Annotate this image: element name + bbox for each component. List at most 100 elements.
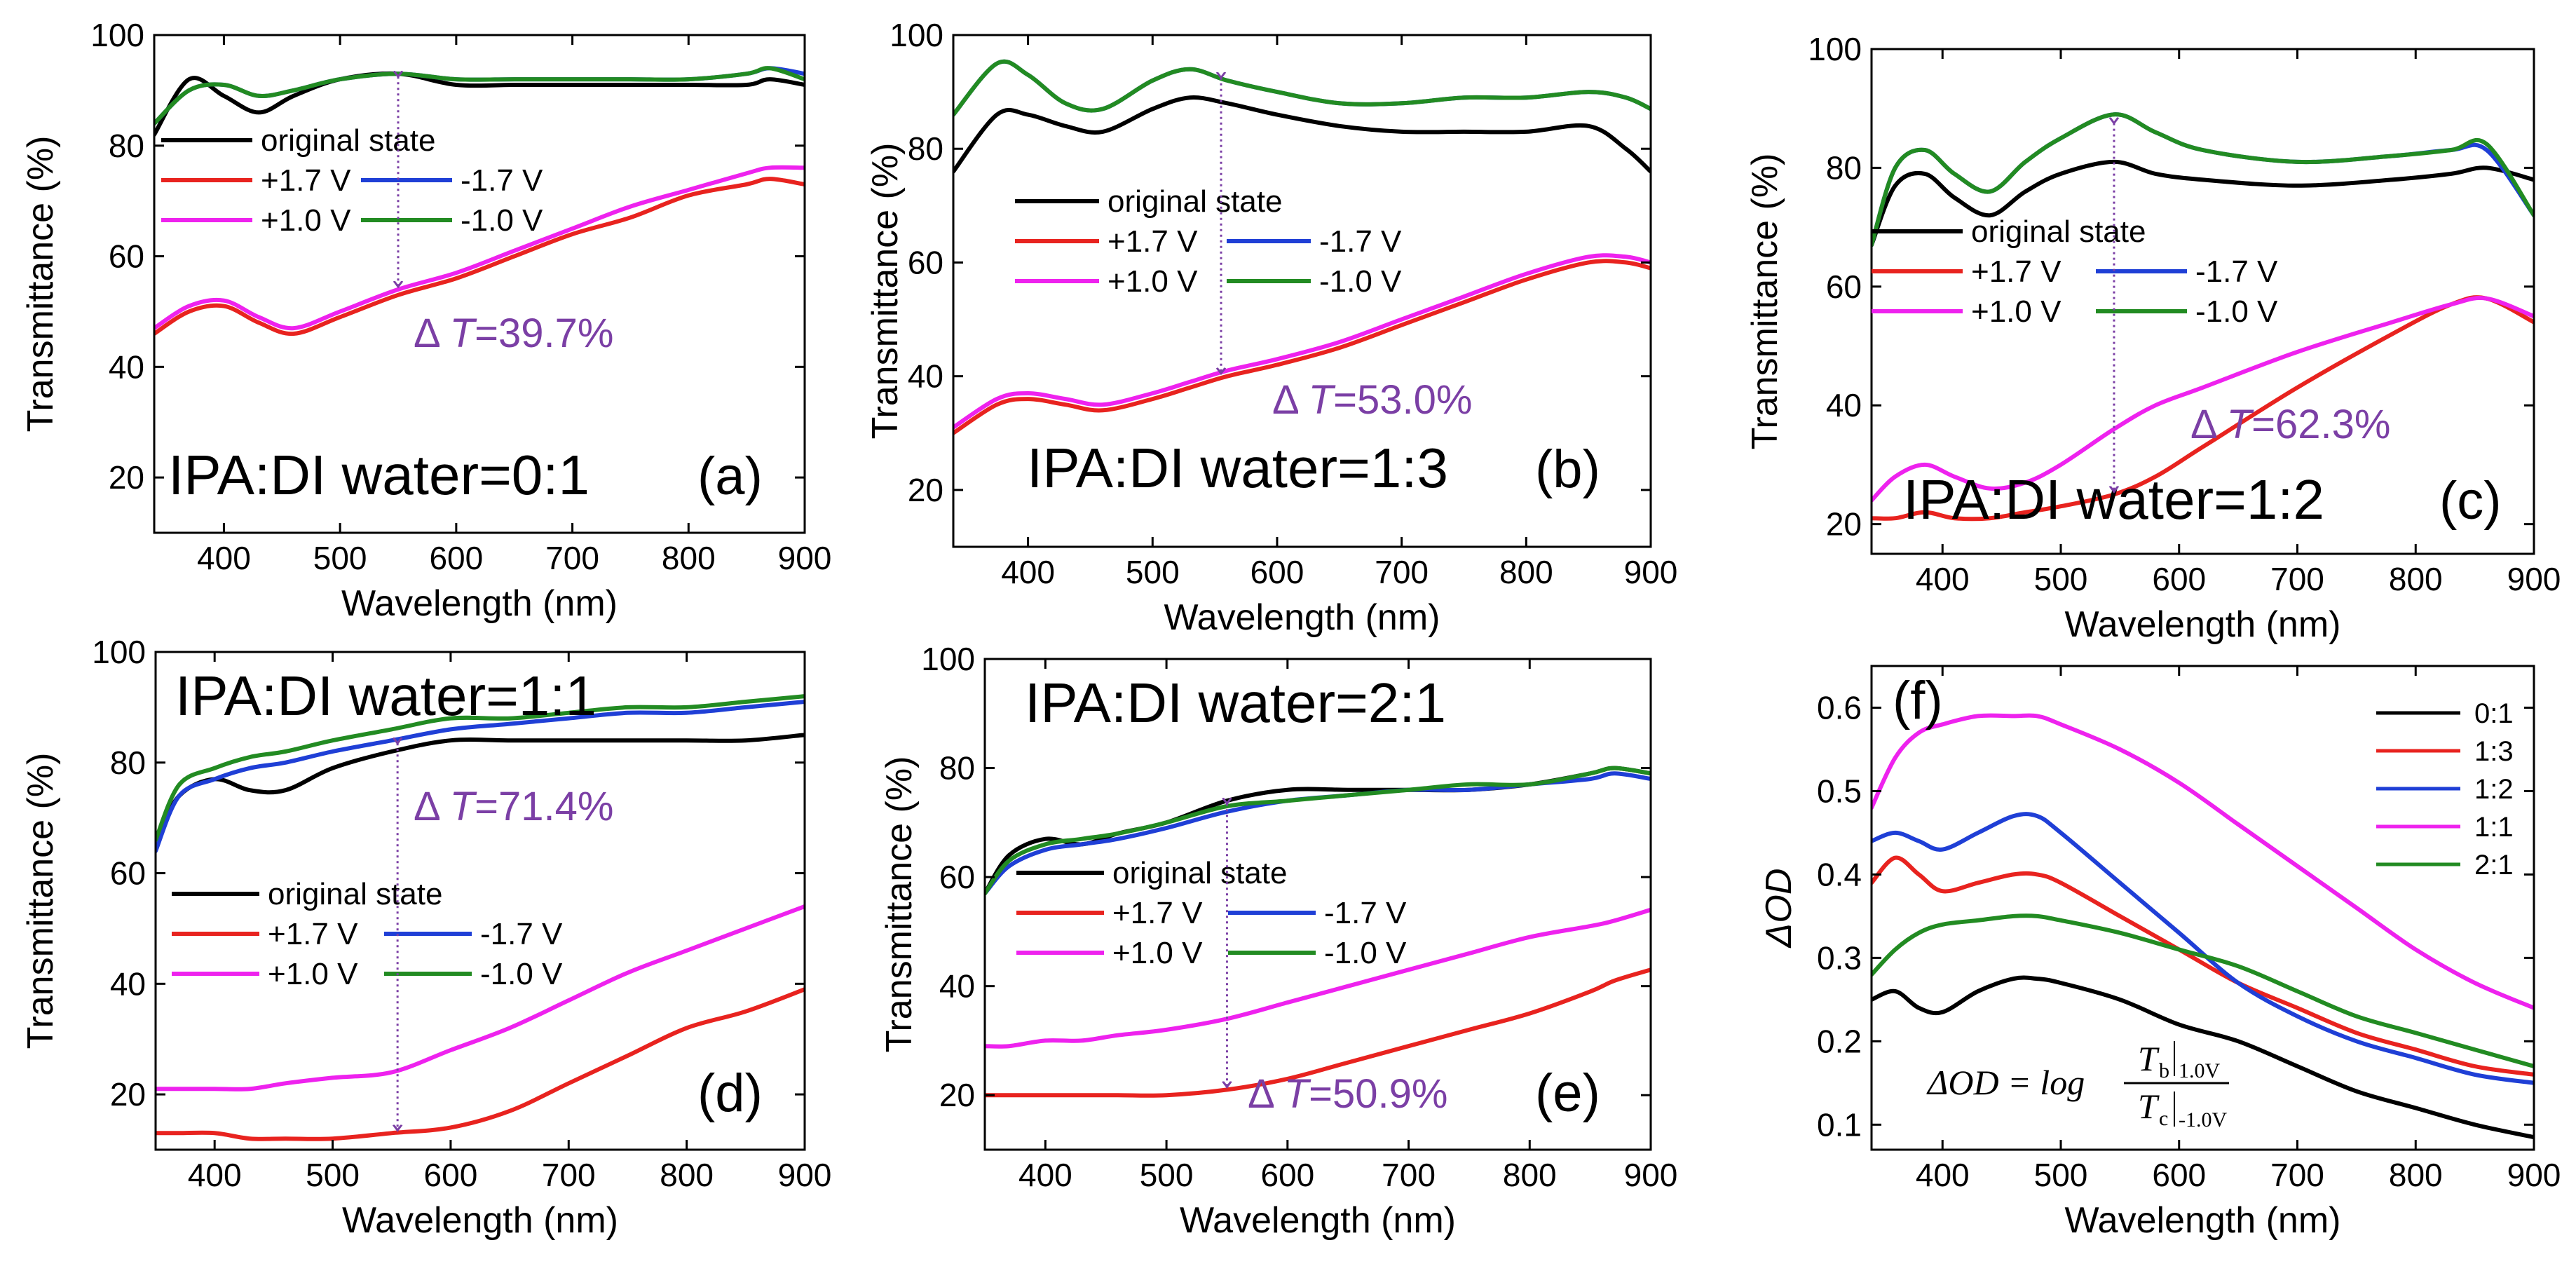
series-group [156, 694, 805, 1141]
y-tick-label: 0.1 [1817, 1106, 1862, 1143]
numerator-T: T [2138, 1039, 2160, 1078]
delta-value: =50.9% [1309, 1071, 1447, 1117]
delta-symbol: Δ [1272, 377, 1309, 423]
x-tick-label: 900 [778, 1157, 832, 1193]
x-tick-label: 400 [188, 1157, 242, 1193]
x-axis-label: Wavelength (nm) [1164, 597, 1440, 638]
series-line-p17 [156, 987, 805, 1141]
legend-label-m10: -1.0 V [461, 203, 543, 238]
series-line-p10 [953, 253, 1651, 430]
series-line-m10 [985, 766, 1651, 896]
y-tick-label: 60 [908, 244, 943, 280]
x-tick-label: 800 [660, 1157, 714, 1193]
y-tick-label: 100 [1808, 31, 1862, 67]
denominator-sub: c [2159, 1107, 2168, 1130]
series-line-0-1 [1872, 975, 2534, 1140]
delta-value: =71.4% [475, 784, 613, 829]
y-tick-label: 0.6 [1817, 689, 1862, 726]
legend-label-p10: +1.0 V [268, 957, 358, 991]
panel-letter: (d) [697, 1063, 763, 1123]
y-tick-label: 0.2 [1817, 1023, 1862, 1059]
panel-letter: (f) [1893, 671, 1943, 730]
x-tick-label: 500 [313, 540, 367, 576]
y-tick-label: 100 [890, 17, 943, 53]
y-tick-label: 80 [1826, 149, 1862, 186]
legend-label-m17: -1.7 V [480, 917, 563, 951]
y-tick-label: 20 [908, 472, 943, 508]
numerator-sub: b [2159, 1059, 2169, 1082]
legend-label: 1:2 [2474, 774, 2514, 805]
plot-frame [154, 651, 806, 1151]
denominator-eval: -1.0V [2179, 1108, 2227, 1131]
series-line-m17 [156, 700, 805, 853]
y-axis-label: Transmittance (%) [865, 143, 906, 440]
x-axis-label: Wavelength (nm) [2065, 1200, 2341, 1241]
series-line-p10 [156, 904, 805, 1092]
legend-label-p17: +1.7 V [1971, 254, 2062, 289]
series-line-p17 [1872, 295, 2534, 522]
legend: original state +1.7 V -1.7 V +1.0 V -1.0 V [1016, 856, 1407, 970]
x-tick-label: 500 [2034, 1157, 2088, 1193]
delta-symbol: Δ [2190, 402, 2227, 447]
y-tick-label: 40 [109, 348, 144, 385]
legend-label-p10: +1.0 V [261, 203, 351, 238]
series-line-2-1 [1872, 913, 2534, 1068]
series-line-1-2 [1872, 812, 2534, 1085]
legend: 0:1 1:3 1:2 1:1 2:1 [2376, 698, 2514, 881]
legend-label-m10: -1.0 V [2195, 294, 2278, 329]
series-line-original [156, 733, 805, 843]
x-tick-label: 500 [1126, 554, 1180, 590]
y-tick-label: 100 [90, 17, 144, 53]
legend-label-m10: -1.0 V [1319, 264, 1402, 299]
y-tick-label: 80 [908, 130, 943, 167]
delta-T: T [450, 311, 477, 356]
series-line-m17 [953, 59, 1651, 117]
panel-letter: (b) [1535, 440, 1600, 499]
x-tick-label: 400 [1001, 554, 1055, 590]
delta-symbol: Δ [414, 784, 450, 829]
x-axis-label: Wavelength (nm) [2065, 604, 2341, 645]
y-tick-label: 20 [939, 1077, 975, 1113]
series-line-original [953, 95, 1651, 174]
delta-value: =62.3% [2251, 402, 2390, 447]
x-tick-label: 700 [545, 540, 599, 576]
legend-label-m17: -1.7 V [1319, 224, 1402, 259]
legend-label-p17: +1.7 V [261, 163, 351, 198]
legend-label-original: original state [1971, 215, 2146, 249]
x-tick-label: 800 [1499, 554, 1553, 590]
x-tick-label: 600 [1260, 1157, 1314, 1193]
chart-panel-e: 400 500 600 700 800 900 20 40 60 80 100 Wavelength … [879, 641, 1677, 1241]
panel-title: IPA:DI water=1:3 [1027, 437, 1448, 499]
x-tick-label: 800 [1503, 1157, 1557, 1193]
legend-label-p10: +1.0 V [1112, 936, 1203, 970]
delta-symbol: Δ [1248, 1071, 1284, 1117]
y-axis-label: Transmittance (%) [1745, 154, 1785, 450]
series-group [1872, 713, 2534, 1140]
x-tick-label: 600 [2152, 561, 2206, 597]
y-tick-label: 40 [939, 968, 975, 1005]
y-tick-label: 80 [109, 128, 144, 164]
y-tick-label: 100 [92, 634, 146, 670]
x-tick-label: 400 [1916, 561, 1970, 597]
legend-label-m17: -1.7 V [2195, 254, 2278, 289]
legend-label-p17: +1.7 V [268, 917, 358, 951]
x-tick-label: 500 [1140, 1157, 1194, 1193]
y-tick-label: 20 [109, 459, 144, 496]
delta-value: =39.7% [475, 311, 613, 356]
panel-letter: (e) [1535, 1063, 1600, 1123]
x-tick-label: 600 [2152, 1157, 2206, 1193]
x-tick-label: 900 [1624, 554, 1678, 590]
series-line-1-1 [1872, 713, 2534, 1010]
x-tick-label: 400 [1916, 1157, 1970, 1193]
series-group [1872, 112, 2534, 522]
x-tick-label: 700 [1382, 1157, 1436, 1193]
legend-label: 2:1 [2474, 850, 2514, 881]
legend-label: 1:1 [2474, 812, 2514, 843]
series-line-p10 [985, 907, 1651, 1049]
series-line-original [154, 71, 805, 137]
y-tick-label: 60 [110, 855, 146, 892]
series-line-m10 [1872, 112, 2534, 247]
delta-label: Δ T=50.9% [1248, 1071, 1447, 1117]
series-group [154, 66, 805, 336]
